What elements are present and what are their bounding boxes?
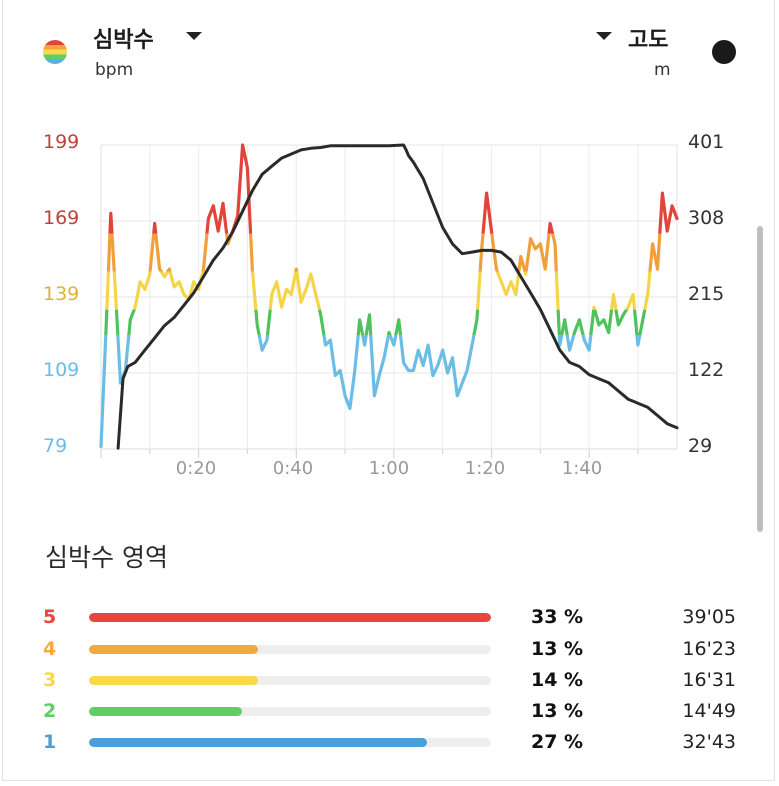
zone-label: 1 [43,731,57,753]
x-tick: 0:20 [175,458,217,479]
hr-zone-3-path [105,271,652,310]
zone-bar-fill [89,645,258,654]
zone-label: 5 [43,606,57,628]
black-circle-icon [712,40,736,64]
x-tick: 1:40 [561,458,603,479]
zone-duration: 14'49 [682,700,736,722]
hr-metric-header[interactable]: 심박수 bpm [43,22,243,82]
altitude-metric-title: 고도 [628,28,669,53]
zone-duration: 32'43 [682,731,736,753]
zone-duration: 16'23 [682,638,736,660]
zone-bar-track [89,738,491,747]
y-left-tick: 199 [43,131,80,153]
zone-label: 2 [43,700,57,722]
altitude-metric-unit: m [654,60,671,80]
zone-bar-fill [89,676,258,685]
heart-rate-altitude-chart[interactable] [3,0,774,500]
zone-label: 4 [43,638,57,660]
hr-metric-title: 심박수 [93,28,154,53]
y-right-tick: 401 [688,131,725,153]
zone-bar-track [89,676,491,685]
zone-bar-track [89,707,491,716]
hr-metric-unit: bpm [95,60,134,80]
zone-duration: 39'05 [682,606,736,628]
x-tick: 1:00 [368,458,410,479]
zone-label: 3 [43,669,57,691]
zone-percent: 14 % [531,669,584,691]
y-left-tick: 139 [43,283,80,305]
zone-bar-fill [89,613,491,622]
y-left-tick: 79 [43,435,68,457]
chevron-down-icon[interactable] [186,32,202,40]
zone-row-5: 5 33 % 39'05 [3,606,774,632]
scrollbar[interactable] [757,226,763,532]
zone-bar-fill [89,738,427,747]
altitude-line [116,143,679,450]
y-right-tick: 308 [688,207,725,229]
zone-row-2: 2 13 % 14'49 [3,700,774,726]
rainbow-circle-icon [43,40,67,64]
x-tick: 1:20 [464,458,506,479]
hr-zone-2-path [104,309,647,335]
zone-bar-track [89,613,491,622]
zones-title: 심박수 영역 [45,543,168,572]
zone-duration: 16'31 [682,669,736,691]
zone-row-1: 1 27 % 32'43 [3,731,774,757]
y-right-tick: 122 [688,359,725,381]
y-right-tick: 215 [688,283,725,305]
x-tick: 0:40 [272,458,314,479]
zone-percent: 13 % [531,638,584,660]
altitude-metric-header[interactable]: 고도 m [596,22,736,82]
zone-percent: 33 % [531,606,584,628]
chevron-down-icon[interactable] [596,32,612,40]
y-right-tick: 29 [688,435,713,457]
y-left-tick: 109 [43,359,80,381]
zone-percent: 13 % [531,700,584,722]
y-left-tick: 169 [43,207,80,229]
zone-row-4: 4 13 % 16'23 [3,638,774,664]
zone-bar-track [89,645,491,654]
zone-bar-fill [89,707,242,716]
zone-row-3: 3 14 % 16'31 [3,669,774,695]
zone-percent: 27 % [531,731,584,753]
